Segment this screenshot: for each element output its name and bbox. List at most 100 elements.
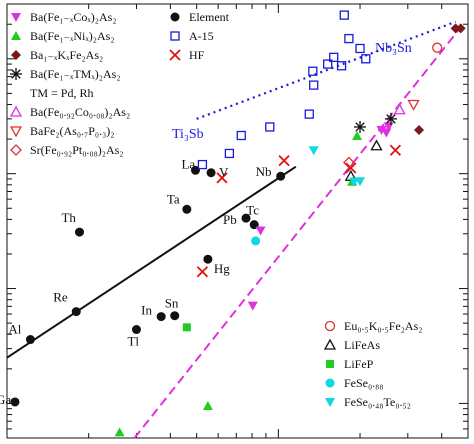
series-7 [393, 103, 406, 115]
point-1-6 [308, 66, 318, 76]
point-1-3 [265, 122, 275, 132]
point-2-3 [345, 162, 357, 174]
series-6 [354, 112, 397, 133]
point-0-4 [131, 325, 141, 335]
point-1-13 [361, 54, 371, 64]
point-label: Al [8, 322, 21, 337]
point-5-2 [455, 23, 466, 34]
point-10-0 [432, 42, 443, 53]
legend-label: Eu₀.₅K₀.₅Fe₂As₂ [344, 319, 422, 333]
legend-marker [324, 320, 336, 332]
point-3-3 [376, 126, 387, 136]
series-2 [196, 144, 402, 278]
point-label: Pb [223, 212, 237, 227]
point-14-1 [355, 177, 366, 187]
legend-marker [10, 68, 22, 80]
series-5 [414, 23, 466, 136]
point-0-1 [25, 335, 35, 345]
point-label: Sn [165, 296, 179, 311]
legend-middle: Element A-15 HF [169, 10, 230, 62]
point-4-0 [114, 427, 125, 437]
legend-label: Ba(Fe₁₋ₓTMₓ)₂As₂ [30, 67, 121, 81]
point-13-0 [251, 236, 261, 246]
point-1-1 [224, 148, 235, 159]
point-1-9 [336, 61, 347, 71]
point-6-0 [354, 120, 367, 133]
point-14-2 [308, 146, 319, 156]
point-0-8 [182, 204, 192, 214]
legend-label: TM = Pd, Rh [30, 86, 93, 100]
point-2-2 [278, 154, 290, 167]
series-4 [114, 130, 363, 437]
point-1-4 [304, 109, 314, 119]
series-0 [10, 165, 286, 407]
point-8-0 [407, 99, 420, 111]
legend-marker [170, 12, 180, 22]
point-label: In [141, 303, 152, 318]
legend-marker [11, 31, 21, 40]
legend-label: FeSe₀.₄₈Te₀.₅₂ [344, 395, 411, 409]
series-3 [247, 122, 394, 311]
legend-marker [323, 338, 337, 350]
legend-label: Ba(Fe₁₋ₓCoₓ)₂As₂ [30, 10, 117, 24]
element-fit-line [6, 165, 297, 359]
legend-left: Ba(Fe₁₋ₓCoₓ)₂As₂ Ba(Fe₁₋ₓNiₓ)₂As₂ Ba₁₋ₓKₓF… [9, 10, 130, 157]
point-0-7 [203, 254, 213, 264]
point-2-1 [216, 172, 228, 184]
legend-marker [326, 360, 334, 368]
legend-label: Ba(Fe₀.₉₂Co₀.₀₈)₂As₂ [30, 105, 130, 119]
point-1-7 [323, 59, 333, 69]
legend-marker [11, 50, 21, 60]
legend-marker [170, 31, 180, 41]
plot-frame [6, 3, 469, 439]
legend-label: Ba(Fe₁₋ₓNiₓ)₂As₂ [30, 29, 115, 43]
legend-label: A-15 [189, 29, 214, 43]
point-11-1 [370, 139, 383, 151]
point-14-0 [348, 177, 359, 187]
point-0-10 [206, 168, 216, 178]
point-0-3 [71, 307, 81, 317]
legend-label: BaFe₂(As₀.₇P₀.₃)₂ [30, 124, 114, 138]
legend-right: Eu₀.₅K₀.₅Fe₂As₂ LiFeAs LiFeP FeSe₀.₈₈ FeSe₀.… [323, 319, 422, 409]
series-10 [432, 42, 443, 53]
legend-label: HF [189, 48, 205, 62]
annotation-0: Nb₃Sn [375, 41, 412, 56]
point-1-10 [339, 10, 349, 20]
point-4-3 [352, 130, 363, 140]
legend-label: LiFeAs [344, 338, 380, 352]
legend-marker [10, 144, 22, 156]
annotation-1: Ti₃Sb [172, 127, 204, 142]
point-0-11 [241, 213, 251, 223]
legend-marker [169, 49, 181, 61]
trend-lines [6, 20, 464, 439]
legend-label: LiFeP [344, 357, 374, 371]
point-label: Re [53, 290, 68, 305]
point-1-0 [197, 159, 208, 170]
point-3-0 [255, 226, 266, 236]
point-label: Tc [246, 203, 259, 218]
point-5-0 [414, 125, 425, 136]
point-label: Ga [0, 392, 11, 407]
point-label: La [181, 156, 195, 171]
point-6-1 [384, 112, 397, 125]
point-1-11 [344, 33, 354, 44]
point-7-0 [393, 103, 406, 115]
point-2-0 [196, 266, 209, 278]
point-9-0 [342, 156, 355, 169]
point-0-6 [170, 311, 180, 321]
point-label: V [219, 165, 229, 180]
point-1-8 [329, 52, 339, 62]
legend-label: Sr(Fe₀.₉₂Pt₀.₀₈)₂As₂ [30, 143, 123, 157]
annotations: Nb₃Sn Ti₃Sb [172, 41, 412, 142]
legend-label: FeSe₀.₈₈ [344, 376, 384, 390]
point-1-12 [355, 43, 365, 54]
point-0-2 [74, 227, 84, 237]
point-label: Nb [256, 164, 272, 179]
point-1-2 [236, 130, 246, 141]
legend-marker [325, 398, 335, 407]
legend-label: Ba₁₋ₓKₓFe₂As₂ [30, 48, 103, 62]
point-0-0 [10, 397, 20, 407]
point-3-1 [247, 301, 258, 311]
point-12-0 [182, 323, 191, 332]
